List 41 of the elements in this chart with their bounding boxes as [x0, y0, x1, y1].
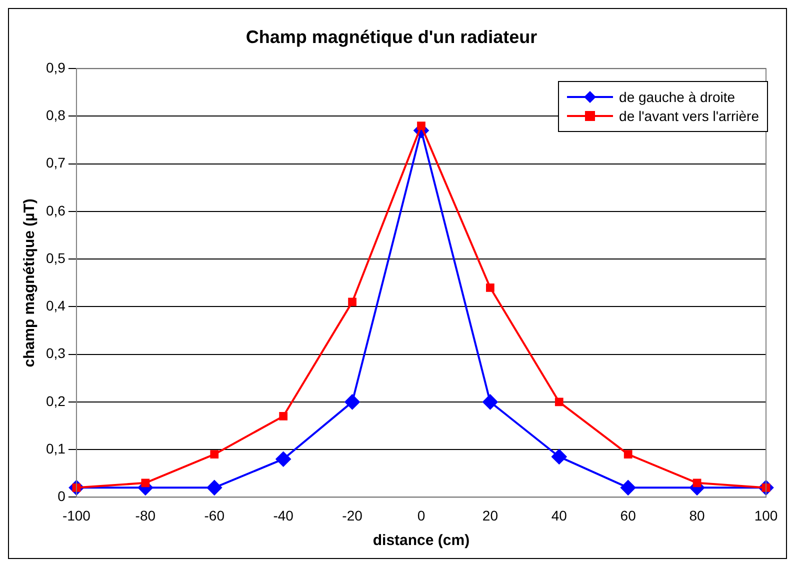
- point: [417, 122, 426, 130]
- x-tick-label: -100: [62, 507, 91, 524]
- y-tick-label: 0,7: [46, 154, 66, 171]
- point: [344, 394, 360, 410]
- legend-label: de l'avant vers l'arrière: [619, 108, 759, 124]
- y-axis-title: champ magnétique (µT): [21, 198, 38, 368]
- point: [486, 283, 494, 292]
- x-tick-label: 80: [689, 507, 706, 524]
- point: [692, 478, 702, 488]
- point: [620, 480, 636, 496]
- y-tick-label: 0,4: [46, 298, 66, 314]
- y-tick-label: 0,9: [46, 59, 66, 76]
- point: [276, 452, 291, 467]
- point: [206, 480, 222, 496]
- point: [552, 449, 567, 464]
- point: [279, 412, 288, 420]
- y-tick-label: 0,8: [46, 107, 66, 124]
- y-tick-label: 0,3: [46, 345, 66, 362]
- y-tick-label: 0,1: [46, 440, 66, 456]
- x-tick-label: 40: [551, 507, 568, 524]
- point: [210, 450, 219, 459]
- legend-label: de gauche à droite: [619, 88, 736, 105]
- x-tick-label: 100: [754, 507, 778, 524]
- x-tick-label: -40: [273, 507, 294, 524]
- x-tick-label: -80: [135, 507, 156, 524]
- y-tick-label: 0,5: [46, 250, 66, 266]
- chart-title: Champ magnétique d'un radiateur: [246, 26, 538, 47]
- point: [482, 394, 498, 410]
- x-tick-label: -60: [204, 507, 225, 524]
- x-tick-label: 60: [620, 507, 636, 524]
- y-tick-label: 0: [58, 488, 66, 504]
- point: [141, 478, 150, 488]
- x-tick-label: 0: [417, 507, 426, 524]
- x-tick-label: -20: [342, 507, 363, 524]
- y-tick-label: 0,2: [46, 392, 66, 409]
- point: [624, 450, 632, 459]
- point: [348, 298, 356, 306]
- y-tick-label: 0,6: [46, 202, 66, 218]
- x-tick-label: 20: [482, 507, 498, 524]
- x-axis-title: distance (cm): [372, 532, 470, 550]
- point: [554, 398, 564, 406]
